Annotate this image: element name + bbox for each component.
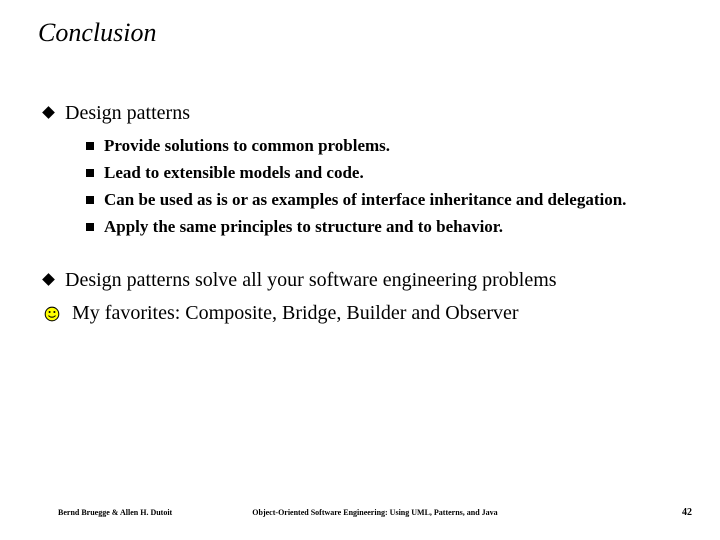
footer-authors: Bernd Bruegge & Allen H. Dutoit: [58, 508, 217, 517]
sub-bullet-item: Lead to extensible models and code.: [86, 162, 692, 185]
bullet-row: My favorites: Composite, Bridge, Builder…: [44, 300, 692, 327]
square-bullet-icon: [86, 223, 94, 231]
sub-bullet-text: Can be used as is or as examples of inte…: [104, 189, 626, 212]
square-bullet-icon: [86, 169, 94, 177]
bullet-text: My favorites: Composite, Bridge, Builder…: [72, 300, 519, 327]
bullet-text: Design patterns solve all your software …: [65, 267, 557, 294]
sub-bullet-list: Provide solutions to common problems. Le…: [44, 135, 692, 239]
sub-bullet-text: Provide solutions to common problems.: [104, 135, 390, 158]
bullet-row: Design patterns: [44, 100, 692, 127]
bullet-design-patterns: Design patterns Provide solutions to com…: [38, 100, 692, 239]
sub-bullet-text: Lead to extensible models and code.: [104, 162, 364, 185]
bullet-favorites: My favorites: Composite, Bridge, Builder…: [38, 300, 692, 327]
bullet-text: Design patterns: [65, 100, 190, 127]
smiley-icon: [44, 306, 60, 322]
footer-book-title: Object-Oriented Software Engineering: Us…: [217, 508, 534, 517]
bullet-solve-problems: Design patterns solve all your software …: [38, 267, 692, 294]
slide-title: Conclusion: [38, 18, 692, 48]
sub-bullet-item: Can be used as is or as examples of inte…: [86, 189, 692, 212]
sub-bullet-item: Provide solutions to common problems.: [86, 135, 692, 158]
slide-container: Conclusion Design patterns Provide solut…: [0, 0, 720, 540]
sub-bullet-text: Apply the same principles to structure a…: [104, 216, 503, 239]
diamond-bullet-icon: [42, 106, 55, 119]
square-bullet-icon: [86, 196, 94, 204]
footer-page-number: 42: [534, 507, 693, 518]
bullet-row: Design patterns solve all your software …: [44, 267, 692, 294]
square-bullet-icon: [86, 142, 94, 150]
diamond-bullet-icon: [42, 273, 55, 286]
sub-bullet-item: Apply the same principles to structure a…: [86, 216, 692, 239]
spacer: [38, 245, 692, 267]
slide-footer: Bernd Bruegge & Allen H. Dutoit Object-O…: [0, 507, 720, 518]
